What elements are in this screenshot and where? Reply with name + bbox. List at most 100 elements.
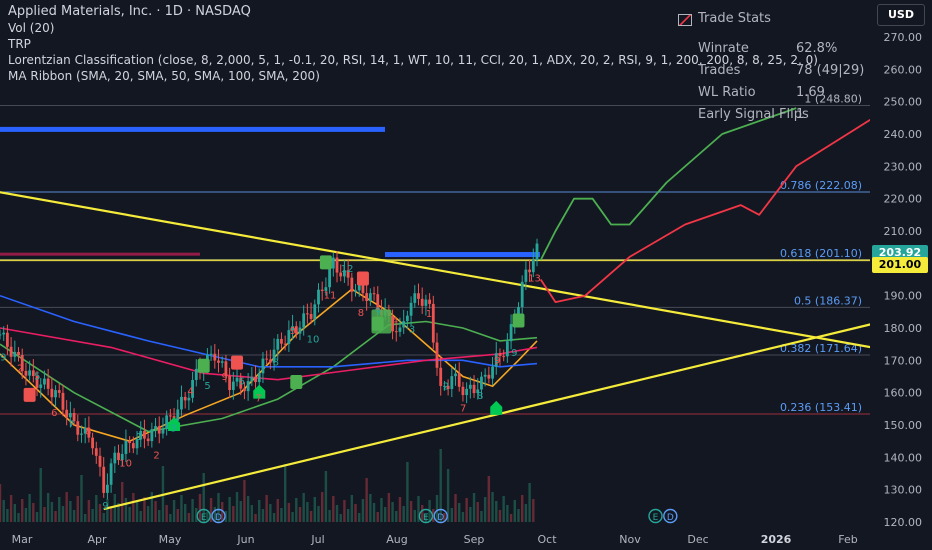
candle-body <box>420 298 424 306</box>
candle-body <box>31 370 35 376</box>
currency-button[interactable]: USD <box>877 4 925 26</box>
candle-body <box>302 313 306 328</box>
price-axis-bg <box>870 0 932 550</box>
volume-bar <box>458 503 461 522</box>
signal-count-label: 7 <box>256 394 262 405</box>
volume-bar <box>350 495 354 522</box>
candle-body <box>146 438 150 442</box>
candle-body <box>317 289 320 305</box>
candle-body <box>272 349 276 363</box>
volume-bar <box>72 510 76 522</box>
volume-bar <box>443 513 446 522</box>
candle-body <box>431 303 435 343</box>
volume-bar <box>206 512 209 522</box>
volume-bar <box>61 506 65 522</box>
candle-body <box>365 293 369 301</box>
volume-bar <box>195 508 198 522</box>
candle-body <box>472 384 476 394</box>
time-tick-label: Nov <box>619 533 641 546</box>
signal-count-label: 4 <box>187 386 193 397</box>
volume-bar <box>54 511 57 522</box>
volume-bar <box>239 501 242 522</box>
price-tick-label: 120.00 <box>884 516 923 529</box>
volume-bar <box>17 513 20 522</box>
signal-marker <box>23 387 36 402</box>
candle-body <box>324 287 328 291</box>
volume-bar <box>376 512 379 522</box>
volume-bar <box>46 493 50 522</box>
candle-body <box>94 448 98 456</box>
time-tick-label: Feb <box>838 533 857 546</box>
indicator-vol[interactable]: Vol (20) <box>8 21 55 35</box>
ma-line <box>0 327 538 381</box>
candle-body <box>354 290 357 292</box>
earnings-marker <box>418 508 434 524</box>
volume-bar <box>0 484 2 522</box>
volume-bar <box>39 468 42 522</box>
volume-bar <box>169 514 172 522</box>
signal-count-label: 7 <box>460 403 466 414</box>
time-axis-bg <box>0 530 932 550</box>
candle-body <box>409 302 413 316</box>
volume-bar <box>335 505 339 522</box>
volume-bar <box>113 494 117 522</box>
candle-body <box>213 353 217 361</box>
price-tick-label: 130.00 <box>884 484 923 497</box>
candle-body <box>168 415 172 417</box>
signal-count-label: 5 <box>34 371 40 382</box>
volume-bar <box>339 514 342 522</box>
volume-bar <box>65 492 68 522</box>
stat-label: Winrate <box>698 41 749 56</box>
candle-body <box>254 376 257 383</box>
candle-body <box>61 392 65 410</box>
volume-bar <box>454 494 457 522</box>
indicator-trp[interactable]: TRP <box>8 37 31 51</box>
volume-bar <box>365 478 368 522</box>
stat-value: 1 <box>796 107 805 122</box>
volume-bar <box>228 497 231 522</box>
earnings-marker <box>211 508 226 524</box>
time-tick-label: Oct <box>537 533 557 546</box>
candle-body <box>520 281 524 308</box>
volume-bar <box>187 513 191 522</box>
stat-label: WL Ratio <box>698 85 756 100</box>
volume-bar <box>176 509 179 522</box>
candle-body <box>6 332 9 347</box>
signal-count-label: 11 <box>324 291 337 302</box>
candle-body <box>109 463 113 485</box>
candle-body <box>57 390 61 393</box>
volume-bar <box>417 496 420 522</box>
time-tick-label: Jul <box>310 533 324 546</box>
candle-body <box>265 358 269 360</box>
candle-body <box>28 370 32 376</box>
candle-body <box>313 304 317 319</box>
indicator-ma-ribbon[interactable]: MA Ribbon (SMA, 20, SMA, 50, SMA, 100, S… <box>8 69 320 83</box>
volume-bar <box>143 497 146 522</box>
volume-bar <box>398 497 402 522</box>
candle-body <box>157 426 161 434</box>
candle-body <box>283 343 287 345</box>
candle-body <box>228 375 232 390</box>
candle-body <box>102 466 106 493</box>
earnings-marker-label: D <box>437 513 444 523</box>
candle-body <box>235 377 239 382</box>
earnings-marker-label: D <box>667 513 674 523</box>
signal-marker <box>197 358 210 373</box>
candle-body <box>120 453 124 461</box>
volume-bar <box>13 504 17 522</box>
signal-count-label: 8 <box>358 308 364 319</box>
indicator-lorentzian[interactable]: Lorentzian Classification (close, 8, 2,0… <box>8 53 818 67</box>
volume-bar <box>32 503 35 522</box>
volume-bar <box>487 476 491 522</box>
candle-body <box>187 397 191 401</box>
volume-bar <box>276 499 279 522</box>
candle-body <box>528 269 531 273</box>
symbol-title[interactable]: Applied Materials, Inc. · 1D · NASDAQ <box>8 4 251 19</box>
candle-body <box>165 415 169 430</box>
candle-body <box>402 321 406 328</box>
volume-bar <box>532 499 535 522</box>
volume-bar <box>387 493 391 522</box>
volume-bar <box>413 510 416 522</box>
volume-bar <box>321 492 324 522</box>
